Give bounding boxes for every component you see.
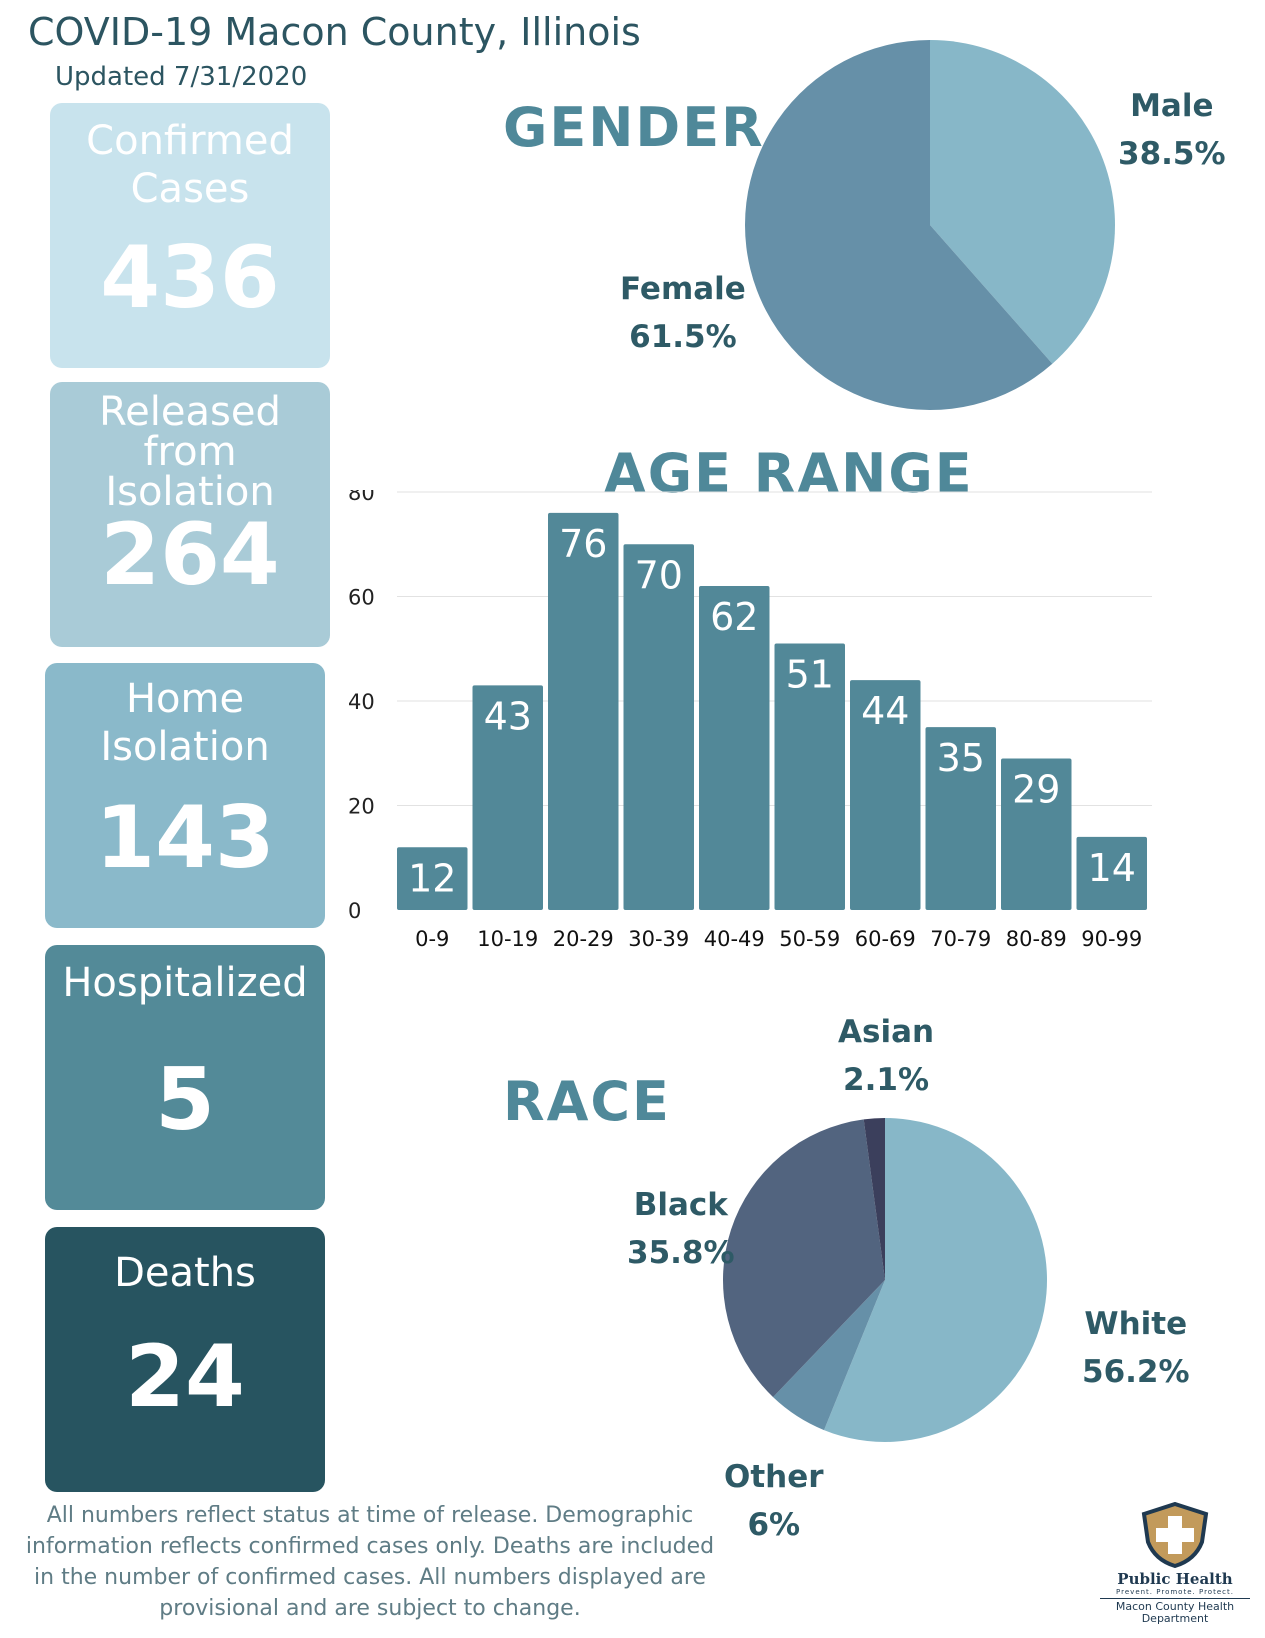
bar-value-label: 70 xyxy=(635,553,683,597)
asian-name: Asian xyxy=(838,1014,935,1050)
stat-label: Deaths xyxy=(114,1250,256,1296)
race-pie-chart xyxy=(723,1118,1047,1442)
bar-value-label: 14 xyxy=(1088,846,1136,890)
stat-value: 5 xyxy=(155,1050,215,1150)
race-label-white: White 56.2% xyxy=(1082,1300,1190,1396)
gender-label-female: Female 61.5% xyxy=(620,265,746,361)
bar-value-label: 29 xyxy=(1012,767,1060,811)
bar-80-89 xyxy=(1001,758,1072,910)
stat-card-confirmed: Confirmed Cases 436 xyxy=(50,103,330,368)
bar-value-label: 51 xyxy=(786,653,834,697)
bar-20-29 xyxy=(548,512,619,910)
x-tick-label: 80-89 xyxy=(1006,927,1067,951)
bar-value-label: 35 xyxy=(937,736,985,780)
race-label-other: Other 6% xyxy=(724,1453,824,1549)
bar-50-59 xyxy=(774,643,845,910)
logo-name: Public Health xyxy=(1117,1570,1233,1588)
bar-70-79 xyxy=(925,727,996,910)
health-department-logo: Public Health Prevent. Promote. Protect.… xyxy=(1100,1500,1250,1630)
black-pct: 35.8% xyxy=(627,1235,735,1271)
x-tick-label: 40-49 xyxy=(704,927,765,951)
bar-90-99 xyxy=(1076,836,1147,910)
stat-value: 436 xyxy=(100,228,280,328)
stat-card-home-isolation: Home Isolation 143 xyxy=(45,663,325,928)
race-slice-white xyxy=(824,1118,1047,1442)
gender-label-male: Male 38.5% xyxy=(1118,82,1226,178)
gender-pie-chart xyxy=(745,40,1115,410)
race-label-black: Black 35.8% xyxy=(627,1181,735,1277)
stat-card-hospitalized: Hospitalized 5 xyxy=(45,945,325,1210)
logo-org: Macon County Health Department xyxy=(1100,1598,1250,1625)
x-tick-label: 10-19 xyxy=(477,927,538,951)
bar-30-39 xyxy=(623,544,694,910)
page-title: COVID-19 Macon County, Illinois xyxy=(28,10,641,54)
asian-pct: 2.1% xyxy=(843,1062,930,1098)
updated-date: Updated 7/31/2020 xyxy=(55,62,308,92)
y-tick-label: 20 xyxy=(348,795,375,819)
bar-value-label: 76 xyxy=(559,522,607,566)
stat-label: Hospitalized xyxy=(62,960,308,1006)
white-name: White xyxy=(1084,1306,1188,1342)
gender-slice-male xyxy=(930,40,1115,364)
x-tick-label: 30-39 xyxy=(628,927,689,951)
age-heading: AGE RANGE xyxy=(604,442,974,505)
y-tick-label: 80 xyxy=(348,490,375,505)
race-label-asian: Asian 2.1% xyxy=(838,1008,934,1104)
race-slice-black xyxy=(723,1119,885,1398)
x-tick-label: 0-9 xyxy=(415,927,449,951)
bar-value-label: 12 xyxy=(408,856,456,900)
gender-slice-female xyxy=(745,40,1053,410)
stat-card-released: Released from Isolation 264 xyxy=(50,382,330,647)
x-tick-label: 60-69 xyxy=(855,927,916,951)
shield-cross-icon xyxy=(1141,1502,1209,1568)
stat-label: Home Isolation xyxy=(100,676,270,770)
female-name: Female xyxy=(620,271,746,307)
other-name: Other xyxy=(724,1459,824,1495)
bar-40-49 xyxy=(699,586,770,910)
footnote: All numbers reflect status at time of re… xyxy=(25,1503,715,1621)
x-tick-label: 70-79 xyxy=(930,927,991,951)
white-pct: 56.2% xyxy=(1082,1354,1190,1390)
age-bar-chart: 0 20 40 60 80 12 0-9 43 10-19 76 20-29 70 30-39 62 40-… xyxy=(348,490,1152,951)
race-slice-asian xyxy=(863,1118,885,1280)
x-tick-label: 20-29 xyxy=(553,927,614,951)
stat-value: 143 xyxy=(95,788,275,888)
bar-value-label: 44 xyxy=(861,689,909,733)
black-name: Black xyxy=(633,1187,728,1223)
x-tick-label: 50-59 xyxy=(779,927,840,951)
logo-tagline: Prevent. Promote. Protect. xyxy=(1116,1588,1234,1596)
bar-60-69 xyxy=(850,680,921,910)
bar-10-19 xyxy=(472,685,543,910)
x-tick-label: 90-99 xyxy=(1081,927,1142,951)
male-name: Male xyxy=(1130,88,1214,124)
race-heading: RACE xyxy=(503,1070,671,1133)
bar-value-label: 43 xyxy=(484,694,532,738)
y-tick-label: 40 xyxy=(348,690,375,714)
bar-0-9 xyxy=(397,847,468,910)
y-tick-label: 60 xyxy=(348,586,375,610)
stat-card-deaths: Deaths 24 xyxy=(45,1227,325,1492)
stat-value: 24 xyxy=(125,1327,245,1427)
male-pct: 38.5% xyxy=(1118,136,1226,172)
race-slice-other xyxy=(773,1280,885,1431)
y-tick-label: 0 xyxy=(348,899,361,923)
bar-value-label: 62 xyxy=(710,595,758,639)
stat-label: Confirmed Cases xyxy=(86,118,294,212)
stat-label: Released from Isolation xyxy=(99,389,281,515)
stat-value: 264 xyxy=(100,505,280,605)
gender-heading: GENDER xyxy=(503,96,765,159)
female-pct: 61.5% xyxy=(629,319,737,355)
other-pct: 6% xyxy=(747,1507,801,1543)
